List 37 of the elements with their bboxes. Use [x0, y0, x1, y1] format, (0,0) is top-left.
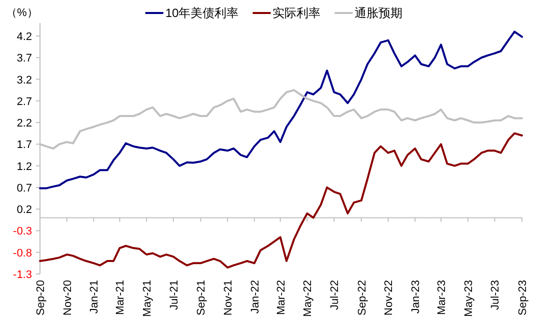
y-tick-label: 2.2: [16, 118, 32, 130]
y-tick-label: 0.2: [16, 204, 32, 216]
y-tick-label: 3.7: [16, 52, 32, 65]
x-tick-label: May-22: [302, 280, 314, 317]
line-series: [39, 132, 523, 269]
y-tick-label: 1.7: [16, 139, 32, 152]
x-tick-label: Mar-21: [114, 280, 127, 315]
x-tick-label: Jul-22: [329, 280, 342, 310]
x-tick-label: Sep-22: [356, 280, 368, 316]
x-tick-label: Mar-22: [275, 280, 288, 315]
x-tick-label: Sep-20: [35, 280, 47, 316]
y-tick-label: 1.2: [16, 160, 32, 173]
x-tick-label: Jul-23: [490, 280, 502, 310]
x-tick-label: Jan-22: [249, 280, 262, 314]
y-tick-label: 3.2: [16, 74, 32, 86]
legend-label: 实际利率: [272, 6, 321, 20]
x-tick-label: May-23: [462, 280, 475, 317]
x-tick-label: Sep-21: [196, 280, 208, 316]
y-tick-label: 0.7: [16, 182, 32, 194]
x-tick-label: Jan-23: [410, 280, 422, 314]
y-tick-label: -0.8: [13, 247, 32, 260]
x-tick-label: May-21: [142, 280, 154, 317]
y-axis-title: （%）: [6, 7, 38, 19]
line-series: [39, 30, 523, 190]
x-tick-label: Nov-21: [222, 280, 235, 316]
y-tick-label: -1.3: [13, 269, 32, 281]
legend-label: 10年美债利率: [165, 6, 239, 20]
x-tick-label: Mar-23: [436, 280, 448, 315]
legend-label: 通胀预期: [354, 6, 403, 20]
y-tick-label: -0.3: [13, 226, 32, 238]
y-tick-label: 2.7: [16, 96, 32, 108]
x-tick-label: Nov-20: [62, 280, 74, 316]
x-tick-label: Sep-23: [517, 280, 529, 316]
y-tick-label: 4.2: [16, 30, 32, 43]
x-tick-label: Jan-21: [88, 280, 101, 314]
x-tick-label: Nov-22: [383, 280, 396, 316]
x-tick-label: Jul-21: [168, 280, 180, 310]
